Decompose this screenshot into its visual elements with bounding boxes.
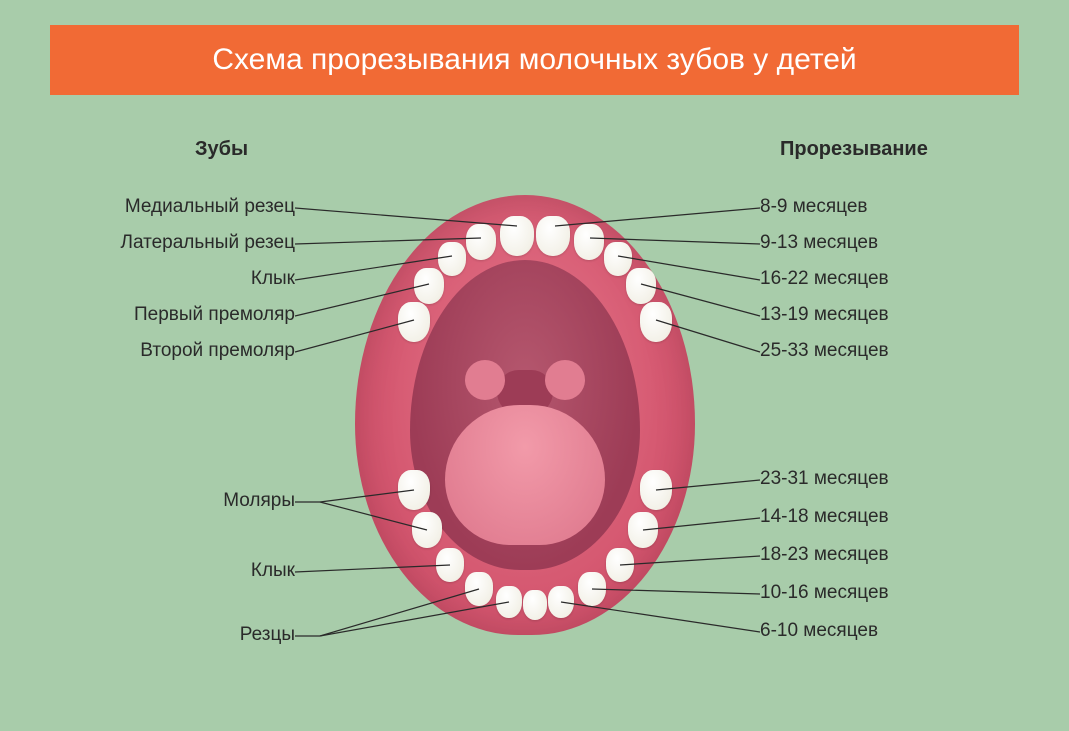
left-label: Второй премоляр bbox=[140, 340, 295, 362]
tooth bbox=[398, 470, 430, 510]
tooth bbox=[414, 268, 444, 304]
right-label: 18-23 месяцев bbox=[760, 544, 889, 566]
tooth bbox=[640, 302, 672, 342]
right-label: 6-10 месяцев bbox=[760, 620, 878, 642]
right-label: 14-18 месяцев bbox=[760, 506, 889, 528]
right-label: 8-9 месяцев bbox=[760, 196, 868, 218]
left-column-header: Зубы bbox=[195, 138, 248, 161]
tooth bbox=[604, 242, 632, 276]
tooth bbox=[465, 572, 493, 606]
tongue bbox=[445, 405, 605, 545]
right-label: 23-31 месяцев bbox=[760, 468, 889, 490]
title-bar: Схема прорезывания молочных зубов у дете… bbox=[50, 25, 1019, 95]
tooth bbox=[500, 216, 534, 256]
tooth bbox=[398, 302, 430, 342]
right-label: 13-19 месяцев bbox=[760, 304, 889, 326]
mouth-diagram bbox=[355, 195, 695, 635]
right-label: 9-13 месяцев bbox=[760, 232, 878, 254]
right-label: 25-33 месяцев bbox=[760, 340, 889, 362]
tooth bbox=[628, 512, 658, 548]
left-label: Латеральный резец bbox=[121, 232, 296, 254]
tooth bbox=[574, 224, 604, 260]
left-label: Клык bbox=[251, 268, 295, 290]
tooth bbox=[640, 470, 672, 510]
tooth bbox=[523, 590, 547, 620]
tooth bbox=[606, 548, 634, 582]
right-label: 16-22 месяцев bbox=[760, 268, 889, 290]
tooth bbox=[412, 512, 442, 548]
tooth bbox=[496, 586, 522, 618]
tooth bbox=[626, 268, 656, 304]
right-label: 10-16 месяцев bbox=[760, 582, 889, 604]
left-label: Моляры bbox=[223, 490, 295, 512]
left-label: Резцы bbox=[240, 624, 295, 646]
tooth bbox=[466, 224, 496, 260]
tooth bbox=[578, 572, 606, 606]
left-label: Клык bbox=[251, 560, 295, 582]
right-column-header: Прорезывание bbox=[780, 138, 928, 161]
left-label: Первый премоляр bbox=[134, 304, 295, 326]
tooth bbox=[436, 548, 464, 582]
tooth bbox=[536, 216, 570, 256]
left-label: Медиальный резец bbox=[125, 196, 295, 218]
tooth bbox=[438, 242, 466, 276]
page-title: Схема прорезывания молочных зубов у дете… bbox=[212, 43, 856, 77]
tooth bbox=[548, 586, 574, 618]
